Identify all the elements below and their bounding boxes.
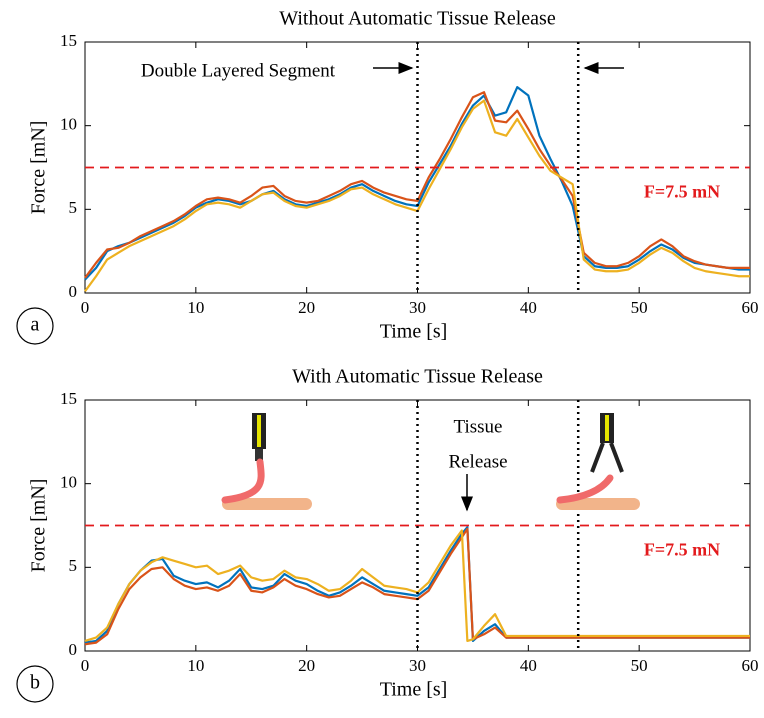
data-line [84,527,750,646]
x-tick-label: 0 [81,298,90,317]
x-tick-label: 50 [631,656,648,675]
x-tick-label: 40 [520,298,537,317]
y-tick-label: 10 [60,473,77,492]
threshold-label: F=7.5 mN [644,540,720,560]
data-line [84,529,750,643]
y-tick-label: 5 [69,198,78,217]
x-tick-label: 30 [409,656,426,675]
chart-title: With Automatic Tissue Release [292,366,543,388]
data-line [84,91,750,279]
gripper-icon-closed [221,413,312,510]
y-tick-label: 15 [60,31,77,50]
x-tick-label: 20 [298,656,315,675]
y-tick-label: 15 [60,389,77,408]
panel-label-circle [16,665,54,703]
x-tick-label: 40 [520,656,537,675]
y-tick-label: 10 [60,115,77,134]
y-tick-label: 5 [69,556,78,575]
x-tick-label: 50 [631,298,648,317]
panel-label: a [31,314,40,336]
x-tick-label: 10 [187,656,204,675]
gripper-icon-open [556,413,640,510]
x-tick-label: 30 [409,298,426,317]
threshold-label: F=7.5 mN [644,182,720,202]
x-tick-label: 60 [742,656,759,675]
panel-label: b [30,672,40,694]
y-axis-label: Force [mN] [28,121,50,215]
chart-title: Without Automatic Tissue Release [279,8,556,30]
annotation: Release [448,451,507,472]
annotation: Double Layered Segment [141,60,336,81]
x-axis-label: Time [s] [380,321,448,343]
y-tick-label: 0 [69,282,78,301]
y-tick-label: 0 [69,640,78,659]
x-tick-label: 0 [81,656,90,675]
panel-label-circle [16,307,54,345]
x-tick-label: 20 [298,298,315,317]
x-tick-label: 10 [187,298,204,317]
annotation: Tissue [454,416,503,437]
x-tick-label: 60 [742,298,759,317]
x-axis-label: Time [s] [380,679,448,701]
y-axis-label: Force [mN] [28,479,50,573]
